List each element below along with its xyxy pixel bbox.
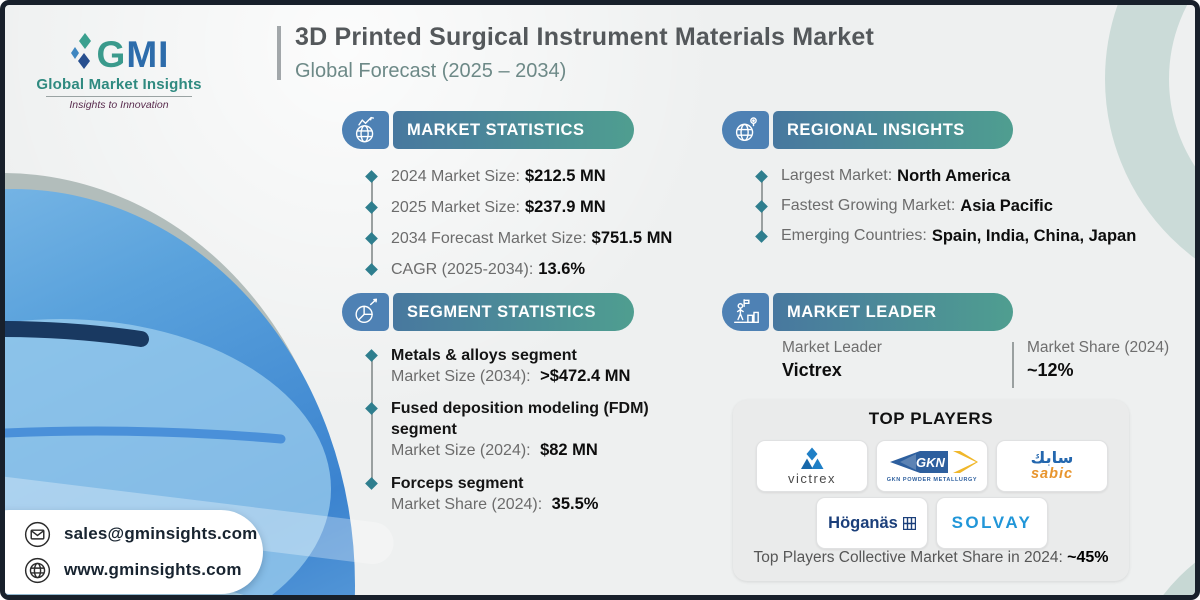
- player-card-victrex: victrex: [756, 440, 868, 492]
- page-title: 3D Printed Surgical Instrument Materials…: [295, 23, 875, 51]
- segment-statistics-icon-box: [342, 293, 389, 331]
- bullet-diamond-icon: [755, 169, 768, 183]
- stat-row: Largest Market: North America: [755, 161, 1136, 191]
- stat-row: Emerging Countries: Spain, India, China,…: [755, 221, 1136, 251]
- segment-row: Fused deposition modeling (FDM) segment …: [365, 398, 659, 460]
- stat-row: CAGR (2025-2034): 13.6%: [365, 254, 672, 285]
- bullet-diamond-icon: [365, 402, 378, 415]
- player-card-gkn: GKN GKN POWDER METALLURGY: [876, 440, 988, 492]
- player-card-hoganas: Höganäs: [816, 497, 928, 549]
- brand-name: Global Market Insights: [36, 76, 202, 93]
- gkn-logo-icon: GKN: [890, 450, 978, 473]
- market-leader-divider: [1012, 342, 1014, 388]
- segment-statistics-header: SEGMENT STATISTICS: [342, 293, 634, 331]
- market-statistics-list: 2024 Market Size: $212.5 MN 2025 Market …: [365, 161, 672, 285]
- bullet-diamond-icon: [365, 201, 378, 214]
- brand-divider: [46, 96, 192, 97]
- bullet-diamond-icon: [365, 170, 378, 183]
- market-leader-name-block: Market Leader Victrex: [782, 339, 882, 380]
- decorative-ring-top-right: [1105, 5, 1195, 303]
- market-leader-title: MARKET LEADER: [773, 293, 1013, 331]
- stat-row: Fastest Growing Market: Asia Pacific: [755, 191, 1136, 221]
- page-subtitle: Global Forecast (2025 – 2034): [295, 60, 567, 82]
- stat-row: 2024 Market Size: $212.5 MN: [365, 161, 672, 192]
- list-connector-line: [370, 176, 373, 270]
- brand-tagline: Insights to Innovation: [69, 99, 169, 111]
- market-statistics-title: MARKET STATISTICS: [393, 111, 634, 149]
- market-statistics-header: MARKET STATISTICS: [342, 111, 634, 149]
- website-globe-icon: [24, 557, 51, 583]
- contact-website[interactable]: www.gminsights.com: [64, 560, 242, 579]
- title-accent-bar: [277, 26, 281, 80]
- list-connector-line: [370, 355, 373, 481]
- top-players-footer: Top Players Collective Market Share in 2…: [753, 549, 1109, 566]
- top-players-title: TOP PLAYERS: [868, 409, 994, 428]
- segment-statistics-title: SEGMENT STATISTICS: [393, 293, 634, 331]
- player-card-sabic: سابك sabic: [996, 440, 1108, 492]
- gmi-diamonds-icon: [70, 33, 91, 69]
- segment-row: Forceps segment Market Share (2024): 35.…: [365, 473, 659, 514]
- market-leader-share-block: Market Share (2024) ~12%: [1027, 339, 1170, 380]
- regional-insights-title: REGIONAL INSIGHTS: [773, 111, 1013, 149]
- contact-card: sales@gminsights.com www.gminsights.com: [5, 510, 263, 594]
- player-card-solvay: SOLVAY: [936, 497, 1048, 549]
- market-leader-name: Victrex: [782, 360, 842, 380]
- gmi-logo: GMI Global Market Insights Insights to I…: [35, 31, 203, 111]
- segment-row: Metals & alloys segment Market Size (203…: [365, 345, 659, 386]
- bullet-diamond-icon: [365, 232, 378, 245]
- regional-insights-icon-box: [722, 111, 769, 149]
- gmi-wordmark: GMI: [96, 34, 170, 75]
- globe-chart-icon: [355, 116, 374, 143]
- contact-email[interactable]: sales@gminsights.com: [64, 524, 258, 543]
- market-leader-header: MARKET LEADER: [722, 293, 1013, 331]
- stat-row: 2025 Market Size: $237.9 MN: [365, 192, 672, 223]
- collective-share-value: ~45%: [1067, 549, 1109, 566]
- decorative-ring-bottom-right: [1123, 520, 1195, 595]
- segment-statistics-list: Metals & alloys segment Market Size (203…: [365, 343, 659, 514]
- pie-chart-icon: [354, 298, 377, 324]
- victrex-logo-icon: [801, 447, 824, 469]
- email-icon: [24, 521, 51, 547]
- bullet-diamond-icon: [365, 477, 378, 490]
- regional-insights-header: REGIONAL INSIGHTS: [722, 111, 1013, 149]
- bullet-diamond-icon: [755, 229, 768, 243]
- market-leader-share: ~12%: [1027, 360, 1074, 380]
- bullet-diamond-icon: [755, 199, 768, 213]
- bullet-diamond-icon: [365, 349, 378, 362]
- contact-website-row[interactable]: www.gminsights.com: [24, 557, 263, 584]
- market-statistics-icon-box: [342, 111, 389, 149]
- stat-row: 2034 Forecast Market Size: $751.5 MN: [365, 223, 672, 254]
- hoganas-logo-mark: [902, 516, 916, 530]
- contact-email-row[interactable]: sales@gminsights.com: [24, 521, 263, 548]
- globe-pin-icon: [735, 117, 757, 142]
- top-players-panel: TOP PLAYERS victrex GKN GKN POWDER METAL…: [733, 400, 1129, 581]
- regional-insights-list: Largest Market: North America Fastest Gr…: [755, 161, 1136, 251]
- leader-podium-icon: [733, 299, 759, 324]
- market-leader-icon-box: [722, 293, 769, 331]
- bullet-diamond-icon: [365, 263, 378, 276]
- svg-text:GKN: GKN: [916, 455, 946, 470]
